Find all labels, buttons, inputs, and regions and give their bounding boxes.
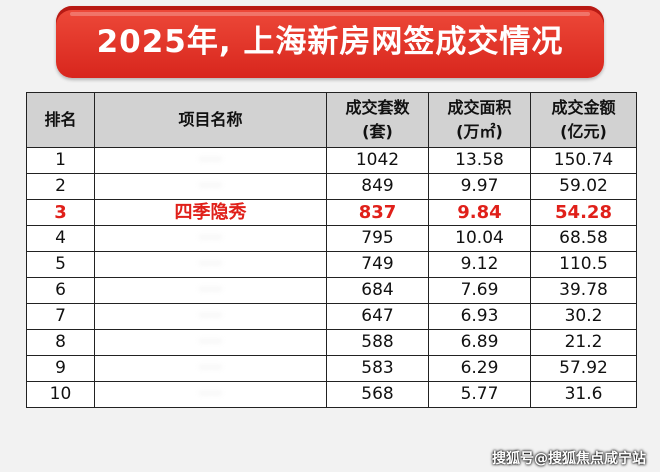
cell-rank: 8 (26, 329, 95, 356)
cell-area: 5.77 (428, 381, 531, 408)
cell-units: 749 (326, 251, 429, 278)
cell-units: 795 (326, 225, 429, 252)
cell-amount: 68.58 (530, 225, 637, 252)
header-project-name: 项目名称 (94, 92, 327, 148)
cell-amount: 39.78 (530, 277, 637, 304)
header-area: 成交面积 (万㎡) (428, 92, 531, 148)
cell-project-name: ····· (94, 355, 327, 382)
cell-rank: 4 (26, 225, 95, 252)
table-row: 6 ····· 684 7.69 39.78 (26, 277, 637, 304)
cell-area: 6.29 (428, 355, 531, 382)
cell-project-name: ····· (94, 173, 327, 200)
table-row: 8 ····· 588 6.89 21.2 (26, 329, 637, 356)
title-banner: 2025年, 上海新房网签成交情况 (56, 6, 604, 78)
cell-amount: 57.92 (530, 355, 637, 382)
table-row: 4 ····· 795 10.04 68.58 (26, 225, 637, 252)
cell-area: 7.69 (428, 277, 531, 304)
cell-units: 583 (326, 355, 429, 382)
cell-project-name: ····· (94, 277, 327, 304)
cell-units: 684 (326, 277, 429, 304)
cell-units: 588 (326, 329, 429, 356)
table-row: 7 ····· 647 6.93 30.2 (26, 303, 637, 330)
cell-units: 647 (326, 303, 429, 330)
table-row: 2 ····· 849 9.97 59.02 (26, 173, 637, 200)
cell-project-name: ····· (94, 225, 327, 252)
cell-project-name: ····· (94, 147, 327, 174)
cell-area: 9.97 (428, 173, 531, 200)
cell-project-name: ····· (94, 329, 327, 356)
cell-area: 10.04 (428, 225, 531, 252)
cell-rank: 5 (26, 251, 95, 278)
cell-area: 13.58 (428, 147, 531, 174)
cell-amount: 30.2 (530, 303, 637, 330)
cell-project-name: 四季隐秀 (94, 199, 327, 226)
header-units: 成交套数 (套) (326, 92, 429, 148)
cell-amount: 54.28 (530, 199, 637, 226)
watermark: 搜狐号@搜狐焦点咸宁站 (492, 451, 646, 467)
table-row: 9 ····· 583 6.29 57.92 (26, 355, 637, 382)
table-row: 3 四季隐秀 837 9.84 54.28 (26, 199, 637, 226)
sales-table: 排名 项目名称 成交套数 (套) 成交面积 (万㎡) 成交金额 (亿元) 1 ··… (26, 92, 637, 408)
cell-rank: 9 (26, 355, 95, 382)
cell-amount: 110.5 (530, 251, 637, 278)
cell-units: 837 (326, 199, 429, 226)
cell-rank: 10 (26, 381, 95, 408)
cell-project-name: ····· (94, 381, 327, 408)
cell-area: 6.93 (428, 303, 531, 330)
cell-rank: 6 (26, 277, 95, 304)
cell-units: 849 (326, 173, 429, 200)
cell-amount: 31.6 (530, 381, 637, 408)
header-amount: 成交金额 (亿元) (530, 92, 637, 148)
cell-area: 9.84 (428, 199, 531, 226)
cell-units: 568 (326, 381, 429, 408)
header-rank: 排名 (26, 92, 95, 148)
cell-amount: 59.02 (530, 173, 637, 200)
cell-rank: 1 (26, 147, 95, 174)
cell-rank: 2 (26, 173, 95, 200)
cell-area: 9.12 (428, 251, 531, 278)
cell-amount: 21.2 (530, 329, 637, 356)
table-row: 1 ····· 1042 13.58 150.74 (26, 147, 637, 174)
table-row: 10 ····· 568 5.77 31.6 (26, 381, 637, 408)
cell-amount: 150.74 (530, 147, 637, 174)
cell-area: 6.89 (428, 329, 531, 356)
cell-project-name: ····· (94, 303, 327, 330)
table-row: 5 ····· 749 9.12 110.5 (26, 251, 637, 278)
cell-rank: 3 (26, 199, 95, 226)
table-header-row: 排名 项目名称 成交套数 (套) 成交面积 (万㎡) 成交金额 (亿元) (26, 92, 637, 148)
cell-units: 1042 (326, 147, 429, 174)
cell-project-name: ····· (94, 251, 327, 278)
cell-rank: 7 (26, 303, 95, 330)
